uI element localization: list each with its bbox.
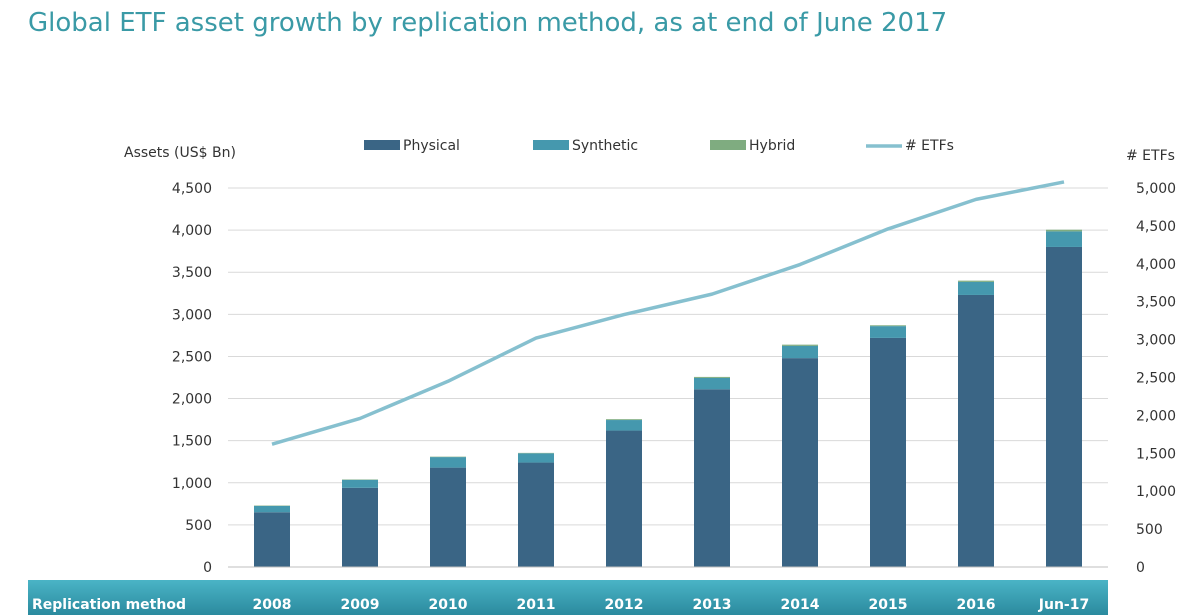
y2-axis-label: # ETFs [1126,148,1175,164]
y2-tick-label: 1,000 [1136,484,1176,500]
legend-swatch-physical [364,140,400,150]
x-tick-label: 2012 [605,597,644,613]
y-tick-label: 2,500 [172,349,212,365]
legend-swatch-hybrid [710,140,746,150]
legend-label: Physical [403,138,460,154]
bar-synthetic [694,377,730,390]
bar-hybrid [606,419,642,421]
x-tick-label: Jun-17 [1038,597,1089,613]
y-tick-label: 0 [203,560,212,576]
bar-physical [518,462,554,567]
y2-tick-label: 4,000 [1136,257,1176,273]
line-etfs [271,180,1065,446]
y-tick-label: 3,500 [172,265,212,281]
bar-physical [342,487,378,567]
y-tick-label: 1,000 [172,476,212,492]
bar-physical [606,430,642,567]
category-band [28,580,1108,615]
y-tick-label: 3,000 [172,307,212,323]
bar-synthetic [782,345,818,359]
y-tick-label: 4,000 [172,223,212,239]
y2-tick-label: 2,500 [1136,371,1176,387]
y-axis-label: Assets (US$ Bn) [124,145,236,161]
bar-synthetic [518,453,554,463]
bar-synthetic [254,505,290,513]
legend-swatch-synthetic [533,140,569,150]
bar-synthetic [606,420,642,431]
y-tick-label: 500 [185,518,212,534]
y2-tick-label: 1,500 [1136,446,1176,462]
bar-physical [870,337,906,567]
x-tick-label: 2011 [517,597,556,613]
y-tick-label: 2,000 [172,392,212,408]
x-tick-label: 2013 [693,597,732,613]
bar-hybrid [870,325,906,327]
bar-synthetic [958,281,994,295]
x-tick-label: 2015 [869,597,908,613]
bar-physical [694,389,730,567]
bar-physical [1046,246,1082,567]
y-tick-label: 4,500 [172,181,212,197]
legend-label: Synthetic [572,138,638,154]
y2-tick-label: 0 [1136,560,1145,576]
bar-synthetic [1046,231,1082,247]
bar-hybrid [1046,229,1082,232]
x-tick-label: 2016 [957,597,996,613]
x-tick-label: 2009 [341,597,380,613]
y2-tick-label: 3,500 [1136,295,1176,311]
y2-tick-label: 5,000 [1136,181,1176,197]
y-tick-label: 1,500 [172,434,212,450]
bar-physical [430,467,466,567]
bar-hybrid [958,280,994,282]
bar-physical [254,512,290,567]
bar-physical [958,294,994,567]
bar-synthetic [342,479,378,488]
bar-physical [782,358,818,567]
x-tick-label: 2008 [253,597,292,613]
legend-label: # ETFs [905,138,954,154]
bar-hybrid [694,376,730,378]
y2-tick-label: 3,000 [1136,333,1176,349]
legend-label: Hybrid [749,138,795,154]
x-tick-label: 2014 [781,597,820,613]
bar-hybrid [782,344,818,346]
bar-synthetic [430,457,466,468]
bar-synthetic [870,326,906,338]
y2-tick-label: 2,000 [1136,408,1176,424]
x-tick-label: 2010 [429,597,468,613]
chart-title: Global ETF asset growth by replication m… [28,8,948,38]
category-header: Replication method [32,597,186,613]
y2-tick-label: 4,500 [1136,219,1176,235]
y2-tick-label: 500 [1136,522,1163,538]
